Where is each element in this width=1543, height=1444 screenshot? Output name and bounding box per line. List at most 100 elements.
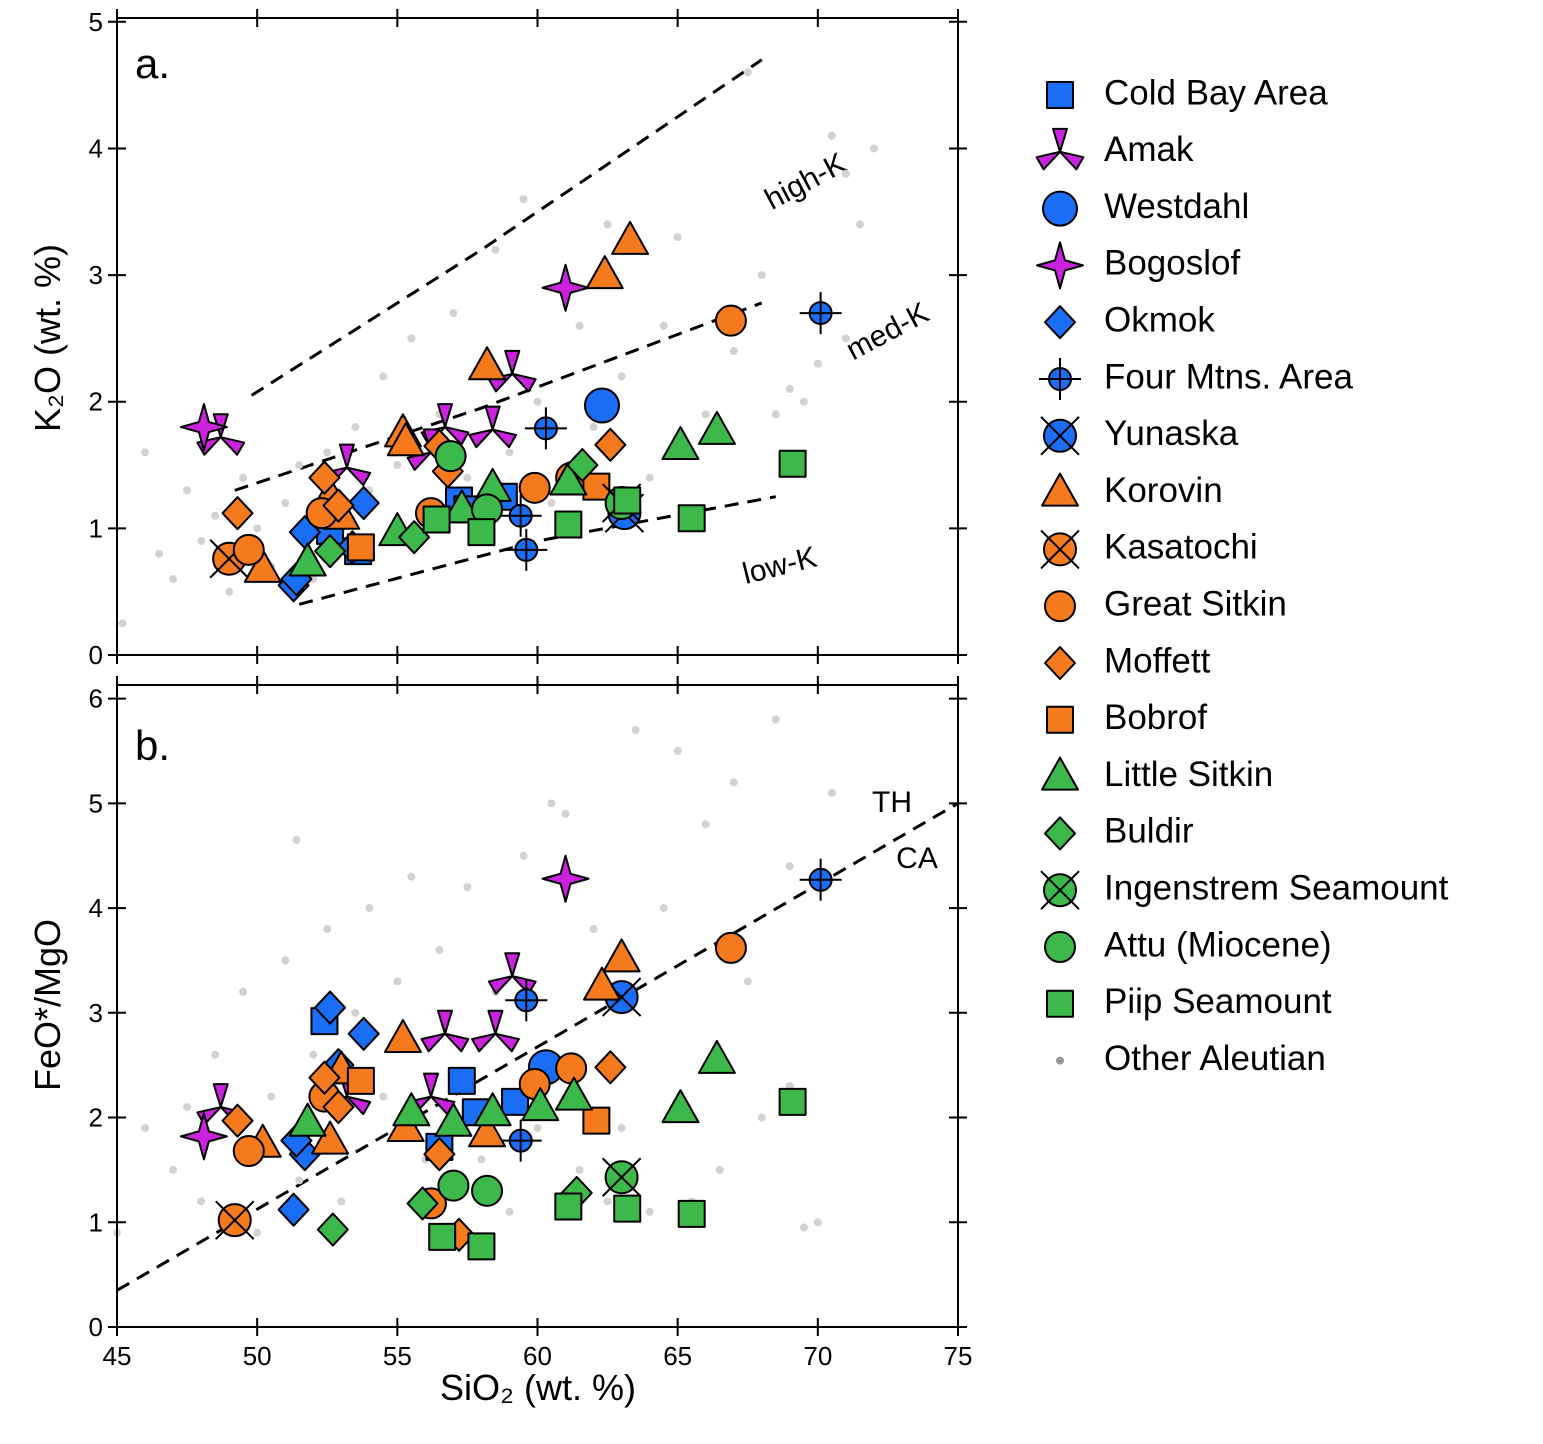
data-point [393,977,402,986]
data-point [239,987,248,996]
data-point [697,1039,736,1074]
data-point [407,334,416,343]
legend-marker [1044,931,1076,963]
legend-marker [1041,472,1079,507]
data-point [499,494,542,537]
data-point [594,427,627,462]
data-point [468,1113,507,1148]
data-point [346,533,375,562]
data-point [541,854,590,903]
data-point [239,473,248,482]
y-tick-label: 2 [89,387,103,417]
data-point [589,925,598,934]
data-point [311,1120,350,1155]
y-tick-label: 3 [89,260,103,290]
data-point [799,397,808,406]
data-point [603,1197,612,1206]
data-point [519,195,528,204]
data-point [308,1060,341,1095]
data-point [799,858,842,901]
data-point [697,410,736,445]
data-point [179,403,228,452]
data-point [785,385,794,394]
data-point [316,1212,349,1247]
y-tick-label: 4 [89,133,103,163]
legend-marker [1042,190,1078,227]
legend-marker [1040,416,1080,456]
data-point [533,1124,542,1133]
data-point [701,410,710,419]
y-tick-label: 5 [89,788,103,818]
data-point [715,1165,724,1174]
data-point [322,1090,355,1125]
x-tick-label: 65 [663,1341,692,1371]
data-point [347,1016,380,1051]
data-point [423,1137,456,1172]
boundary-line [234,301,763,492]
legend-marker [1046,81,1074,109]
data-point [533,397,542,406]
y-tick-label: 0 [89,1312,103,1342]
data-point [463,473,472,482]
data-point [566,448,599,483]
x-tick-label: 75 [944,1341,973,1371]
data-point [799,1223,808,1232]
data-point [420,1009,470,1053]
data-point [582,966,621,1001]
plot-frame [116,17,959,656]
data-point [211,511,220,520]
data-point [118,619,127,628]
data-point [743,977,752,986]
data-point [757,271,766,280]
data-point [471,1174,504,1207]
y-tick-label: 4 [89,893,103,923]
legend-label: Kasatochi [1104,528,1258,567]
data-point [323,925,332,934]
data-point [799,292,842,335]
data-point [673,746,682,755]
data-point [314,990,347,1025]
data-point [659,321,668,330]
data-point [583,387,620,424]
boundary-line [250,58,763,397]
data-point [393,461,402,470]
data-point [468,405,518,449]
data-point [743,68,752,77]
data-point [757,1113,766,1122]
data-point [677,1199,706,1228]
y-tick-label: 6 [89,684,103,714]
legend-label: Great Sitkin [1104,584,1287,623]
legend-marker [1040,870,1080,910]
data-point [541,263,590,312]
data-point [141,448,150,457]
data-point [582,1106,611,1135]
legend-marker [1044,305,1076,340]
data-point [841,334,850,343]
data-point [183,486,192,495]
data-point [434,440,467,473]
legend-label: Yunaska [1104,414,1239,453]
annotation: med-K [841,296,935,367]
data-point [467,518,496,547]
y-tick-label: 5 [89,7,103,37]
data-point [631,726,640,735]
data-point [491,245,500,254]
data-point [211,1050,220,1059]
data-point [603,220,612,229]
data-point [813,1218,822,1227]
legend-marker [1040,529,1080,570]
data-point [337,1197,346,1206]
data-point [386,422,425,457]
data-point [323,448,332,457]
data-point [435,945,444,954]
data-point [827,131,836,140]
y-axis-label: FeO*/MgO [27,919,68,1091]
data-point [613,486,642,515]
data-point [827,788,836,797]
legend-label: Cold Bay Area [1104,73,1328,112]
legend-label: Attu (Miocene) [1104,925,1332,964]
data-point [467,1232,496,1261]
data-point [442,489,481,524]
data-point [602,938,641,973]
